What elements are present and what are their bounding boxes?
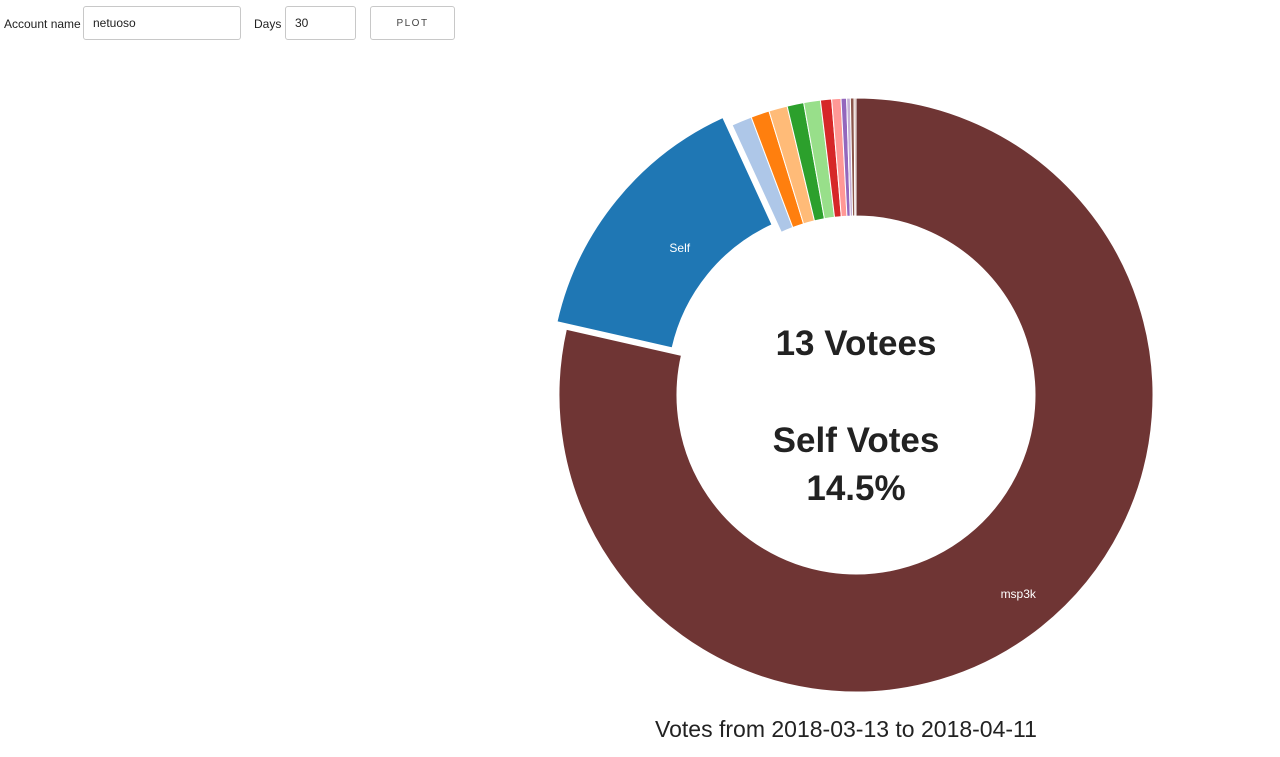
account-name-label: Account name xyxy=(4,17,81,31)
slice-label-self: Self xyxy=(669,241,690,255)
self-votes-percentage: 14.5% xyxy=(806,469,905,508)
donut-slice-voter-12[interactable] xyxy=(853,97,857,217)
self-votes-label: Self Votes xyxy=(773,421,940,460)
donut-slice-self[interactable] xyxy=(556,116,773,349)
slice-label-msp3k: msp3k xyxy=(1001,587,1037,601)
slice-labels: msp3k Self xyxy=(669,241,1037,601)
days-label: Days xyxy=(254,17,282,31)
plot-controls: Account name Days PLOT xyxy=(0,0,520,46)
days-input[interactable] xyxy=(285,6,356,40)
plot-button[interactable]: PLOT xyxy=(370,6,455,40)
chart-title: Votes from 2018-03-13 to 2018-04-11 xyxy=(655,716,1037,742)
account-name-input[interactable] xyxy=(83,6,241,40)
votees-count: 13 Votees xyxy=(776,324,937,363)
donut-slice-msp3k[interactable] xyxy=(558,97,1154,693)
donut-slices xyxy=(556,97,1154,693)
